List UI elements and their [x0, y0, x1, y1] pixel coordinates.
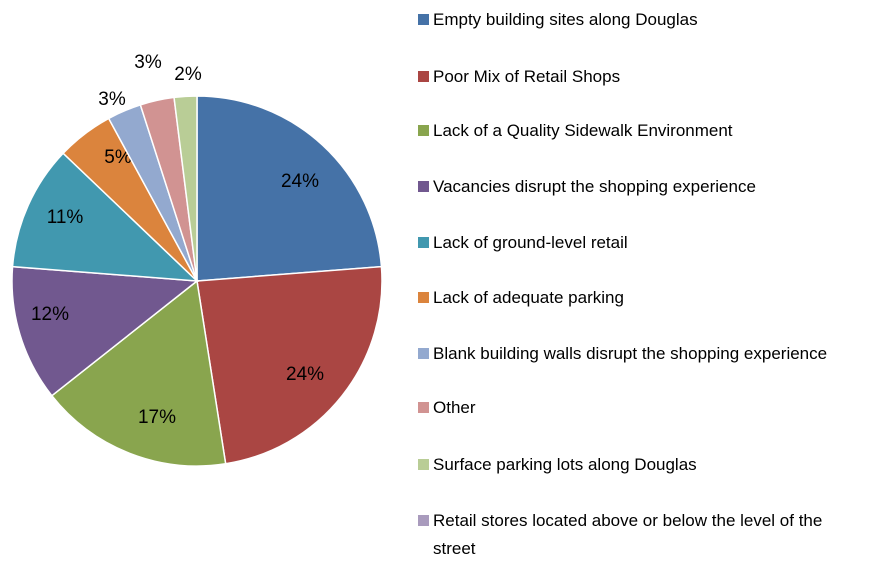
legend-item: Retail stores located above or below the…	[418, 507, 858, 561]
data-label: 3%	[134, 52, 162, 73]
legend-item: Vacancies disrupt the shopping experienc…	[418, 173, 858, 201]
legend-label: Surface parking lots along Douglas	[433, 455, 697, 474]
legend-swatch	[418, 459, 429, 470]
legend-swatch	[418, 402, 429, 413]
legend-swatch	[418, 348, 429, 359]
legend-swatch	[418, 292, 429, 303]
legend-label: Blank building walls disrupt the shoppin…	[433, 344, 828, 363]
data-label: 24%	[286, 364, 324, 385]
legend-label: Lack of ground-level retail	[433, 233, 628, 252]
legend-item: Surface parking lots along Douglas	[418, 451, 858, 479]
legend-item: Blank building walls disrupt the shoppin…	[418, 340, 858, 368]
legend-label: Retail stores located above or below the…	[433, 511, 823, 558]
legend-label: Other	[433, 398, 476, 417]
data-label: 17%	[138, 407, 176, 428]
legend-swatch	[418, 237, 429, 248]
legend-item: Other	[418, 394, 858, 422]
legend-item: Lack of a Quality Sidewalk Environment	[418, 117, 858, 145]
pie-slice	[196, 95, 383, 282]
data-label: 11%	[47, 207, 84, 228]
pie-slice	[50, 279, 227, 467]
legend-item: Lack of ground-level retail	[418, 229, 858, 257]
legend-label: Vacancies disrupt the shopping experienc…	[433, 177, 756, 196]
legend-item: Empty building sites along Douglas	[418, 6, 858, 34]
legend-item: Lack of adequate parking	[418, 284, 858, 312]
legend-label: Lack of a Quality Sidewalk Environment	[433, 121, 733, 140]
legend-swatch	[418, 515, 429, 526]
legend-swatch	[418, 71, 429, 82]
legend-label: Poor Mix of Retail Shops	[433, 67, 621, 86]
data-label: 5%	[104, 147, 132, 168]
pie-slice	[11, 152, 200, 282]
data-label: 12%	[31, 304, 69, 325]
legend-label: Lack of adequate parking	[433, 288, 624, 307]
pie-slice	[196, 265, 383, 465]
data-label: 3%	[98, 89, 126, 110]
legend-swatch	[418, 125, 429, 136]
data-label: 2%	[174, 64, 202, 85]
legend-swatch	[418, 14, 429, 25]
legend-item: Poor Mix of Retail Shops	[418, 63, 858, 91]
data-label: 24%	[281, 171, 319, 192]
legend-swatch	[418, 181, 429, 192]
legend-label: Empty building sites along Douglas	[433, 10, 698, 29]
pie-slice	[173, 95, 198, 282]
pie-slice	[11, 265, 199, 397]
